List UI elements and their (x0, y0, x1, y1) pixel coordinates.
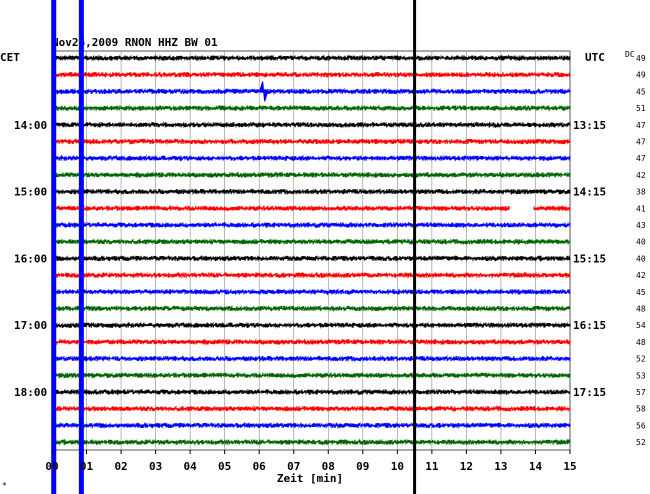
dc-offset-label: 56 (636, 421, 646, 430)
dc-offset-label: 42 (636, 171, 646, 180)
x-tick-label: 10 (391, 460, 404, 473)
labels-layer: 14:00 15:00 16:00 17:00 18:00 13:15 14:15 15:15… (14, 54, 646, 473)
clipped-event-bar (413, 0, 417, 494)
x-tick-label: 05 (218, 460, 231, 473)
seismic-trace (51, 54, 571, 62)
dc-offset-label: 47 (636, 154, 646, 163)
dc-offset-label: 41 (636, 204, 646, 213)
x-tick-label: 13 (494, 460, 507, 473)
clip-blank-patch (57, 210, 77, 223)
dc-offset-label: 47 (636, 121, 646, 130)
seismic-trace (51, 404, 571, 413)
chart-title: Nov26,2009 RNON HHZ BW 01 (52, 36, 218, 49)
cet-hour-label: 15:00 (14, 186, 47, 199)
dc-offset-label: 48 (636, 338, 646, 347)
utc-hour-label: 14:15 (573, 186, 606, 199)
x-tick-label: 02 (114, 460, 127, 473)
cet-hour-label: 17:00 (14, 319, 47, 332)
cet-hour-label: 16:00 (14, 252, 47, 265)
traces-layer (51, 54, 571, 446)
seismic-trace (51, 321, 571, 329)
seismic-trace (51, 438, 571, 446)
dc-offset-label: 45 (636, 288, 646, 297)
seismic-trace (51, 271, 571, 279)
dc-offset-label: 49 (636, 54, 646, 63)
seismic-trace (51, 254, 571, 263)
events-layer (51, 0, 417, 494)
dc-offset-label: 40 (636, 238, 646, 247)
dc-offset-label: 38 (636, 188, 646, 197)
seismic-trace (51, 121, 571, 129)
seismic-trace (51, 154, 571, 162)
right-axis-title-utc: UTC (585, 51, 605, 64)
seismic-trace (51, 288, 571, 296)
clipped-event-bar (51, 0, 57, 494)
seismic-trace (51, 421, 571, 430)
seismic-trace (51, 388, 571, 396)
utc-hour-label: 17:15 (573, 386, 606, 399)
seismic-trace (51, 71, 571, 79)
x-tick-label: 06 (253, 460, 267, 473)
dc-offset-label: 45 (636, 87, 646, 96)
dc-offset-label: 53 (636, 371, 646, 380)
seismic-trace (51, 237, 571, 246)
utc-hour-label: 15:15 (573, 252, 606, 265)
x-tick-label: 08 (322, 460, 335, 473)
cet-hour-label: 18:00 (14, 386, 47, 399)
seismic-trace (51, 221, 571, 229)
bottom-left-mark: * (2, 481, 7, 490)
x-tick-label: 00 (45, 460, 58, 473)
seismic-trace (51, 187, 571, 196)
x-tick-label: 04 (184, 460, 198, 473)
x-tick-label: 07 (287, 460, 300, 473)
seismic-trace (51, 354, 571, 363)
seismic-trace (51, 304, 571, 313)
x-tick-label: 09 (356, 460, 369, 473)
dc-offset-label: 57 (636, 388, 646, 397)
clipped-event-bar (78, 0, 84, 494)
seismic-trace (51, 104, 571, 112)
x-tick-label: 14 (529, 460, 543, 473)
utc-hour-label: 16:15 (573, 319, 606, 332)
dc-offset-label: 49 (636, 71, 646, 80)
x-tick-label: 11 (425, 460, 439, 473)
dc-offset-label: 58 (636, 405, 646, 414)
dc-offset-label: 40 (636, 254, 646, 263)
dc-offset-label: 51 (636, 104, 646, 113)
x-axis-label: Zeit [min] (277, 472, 343, 485)
dc-offset-label: 43 (636, 221, 646, 230)
dc-offset-label: 48 (636, 305, 646, 314)
dc-offset-label: 52 (636, 438, 646, 447)
seismic-trace (51, 371, 571, 379)
utc-hour-label: 13:15 (573, 119, 606, 132)
x-tick-label: 15 (563, 460, 576, 473)
local-event-spike (258, 81, 269, 102)
seismic-trace (51, 137, 571, 146)
x-tick-label: 03 (149, 460, 162, 473)
dc-offset-label: 42 (636, 271, 646, 280)
dc-offset-label: 54 (636, 321, 646, 330)
dc-column-title: DC (625, 50, 635, 59)
seismic-trace (51, 204, 571, 212)
seismic-trace (51, 338, 571, 346)
x-tick-label: 01 (80, 460, 94, 473)
grid-layer (51, 50, 571, 451)
seismic-trace (51, 87, 571, 96)
dc-offset-label: 47 (636, 138, 646, 147)
dc-offset-label: 52 (636, 355, 646, 364)
cet-hour-label: 14:00 (14, 119, 47, 132)
left-axis-title-cet: CET (0, 51, 20, 64)
x-tick-label: 12 (460, 460, 473, 473)
seismic-trace (51, 171, 571, 179)
